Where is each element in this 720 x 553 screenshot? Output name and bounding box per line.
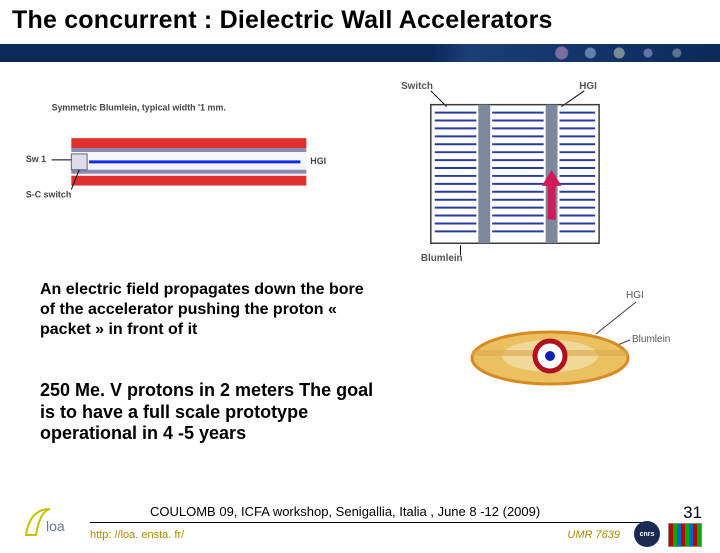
title-underline xyxy=(0,44,720,62)
fig1-hgi-label: HGI xyxy=(310,156,326,166)
fig2-arrow xyxy=(542,170,562,220)
fig1-title: Symmetric Blumlein, typical width '1 mm. xyxy=(52,103,226,113)
figure-row: Symmetric Blumlein, typical width '1 mm.… xyxy=(20,70,700,270)
fig1-sw1-label: Sw 1 xyxy=(26,154,46,164)
fig2-hgi-label: HGI xyxy=(579,81,597,92)
footer: loa COULOMB 09, ICFA workshop, Senigalli… xyxy=(0,501,720,553)
fig3-hgi-label: HGI xyxy=(626,290,644,301)
fig-stack: Switch HGI xyxy=(360,70,660,270)
fig2-switch-label: Switch xyxy=(401,81,433,92)
page-number: 31 xyxy=(683,503,702,523)
fig-cross-section: HGI Blumlein xyxy=(440,280,690,420)
fig-blumlein: Symmetric Blumlein, typical width '1 mm.… xyxy=(20,70,330,230)
fig3-blumlein-label: Blumlein xyxy=(632,334,670,345)
loa-logo: loa xyxy=(22,505,82,539)
fig1-switch-box xyxy=(71,154,87,170)
fig1-scswitch-label: S-C switch xyxy=(26,189,71,199)
cnrs-logo: cnrs xyxy=(634,521,660,547)
footer-url: http: //loa. ensta. fr/ xyxy=(90,529,184,541)
fig2-blumlein-label: Blumlein xyxy=(421,253,463,264)
footer-rule xyxy=(90,522,650,523)
footer-umr: UMR 7639 xyxy=(567,529,620,541)
svg-text:loa: loa xyxy=(46,518,65,534)
fig1-top-band xyxy=(71,138,306,148)
paragraph-1: An electric field propagates down the bo… xyxy=(40,280,380,340)
fig2-laminations xyxy=(435,113,595,232)
slide: { "title": "The concurrent : Dielectric … xyxy=(0,0,720,553)
footer-credit: COULOMB 09, ICFA workshop, Senigallia, I… xyxy=(150,504,540,519)
fig1-bot-band xyxy=(71,176,306,186)
paragraph-2: 250 Me. V protons in 2 meters The goal i… xyxy=(40,380,385,445)
body: Symmetric Blumlein, typical width '1 mm.… xyxy=(20,70,700,270)
ensta-logo xyxy=(668,523,702,547)
page-title: The concurrent : Dielectric Wall Acceler… xyxy=(12,6,708,35)
